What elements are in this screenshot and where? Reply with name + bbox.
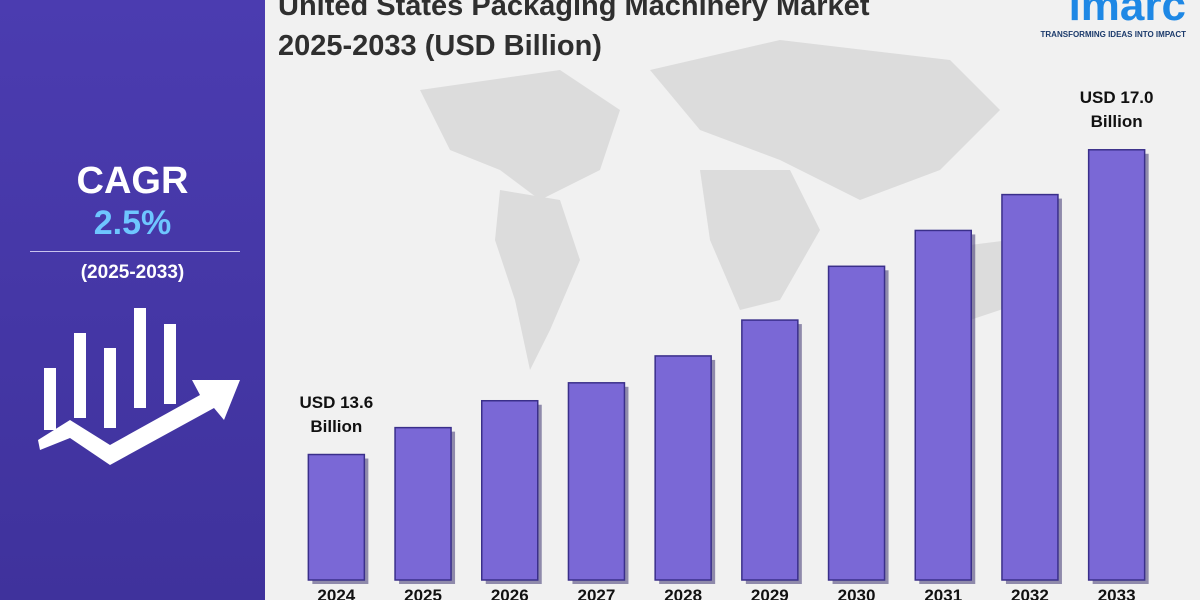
divider: [30, 251, 240, 252]
cagr-period: (2025-2033): [80, 262, 185, 283]
x-tick-label: 2032: [1011, 586, 1049, 600]
logo-tagline: TRANSFORMING IDEAS INTO IMPACT: [1040, 30, 1186, 39]
x-tick-label: 2025: [404, 586, 442, 600]
title: United States Packaging Machinery Market…: [278, 0, 869, 66]
bar: [307, 453, 366, 581]
logo-name: imarc: [1068, 0, 1186, 30]
bar: [394, 426, 452, 581]
bar: [741, 319, 799, 581]
x-tick-label: 2029: [750, 586, 789, 600]
cagr-panel: CAGR 2.5% (2025-2033): [0, 0, 265, 600]
world-map: [420, 40, 1030, 370]
x-tick-label: 2031: [924, 586, 963, 600]
cagr-label: CAGR: [76, 160, 189, 202]
title-line: United States Packaging Machinery Market: [278, 0, 870, 22]
value-label: USD 17.0 Billion: [1079, 87, 1154, 131]
x-tick-label: 2033: [1097, 586, 1136, 600]
growth-icon: [38, 308, 240, 465]
bar: [827, 265, 886, 581]
x-tick-label: 2030: [837, 586, 876, 600]
bar: [1001, 193, 1059, 581]
title-line: 2025-2033 (USD Billion): [278, 30, 602, 62]
x-tick-label: 2027: [577, 586, 616, 600]
bar: [567, 382, 626, 581]
bar: [1087, 149, 1146, 581]
cagr-rate: 2.5%: [93, 204, 172, 242]
x-tick-label: 2026: [490, 586, 529, 600]
x-tick-label: 2024: [317, 586, 356, 600]
x-tick-label: 2028: [664, 586, 703, 600]
logo: imarc TRANSFORMING IDEAS INTO IMPACT: [1041, 0, 1186, 39]
value-label: USD 13.6 Billion: [299, 392, 374, 436]
bar: [654, 355, 712, 581]
bar: [914, 229, 972, 581]
bar: [481, 399, 539, 581]
